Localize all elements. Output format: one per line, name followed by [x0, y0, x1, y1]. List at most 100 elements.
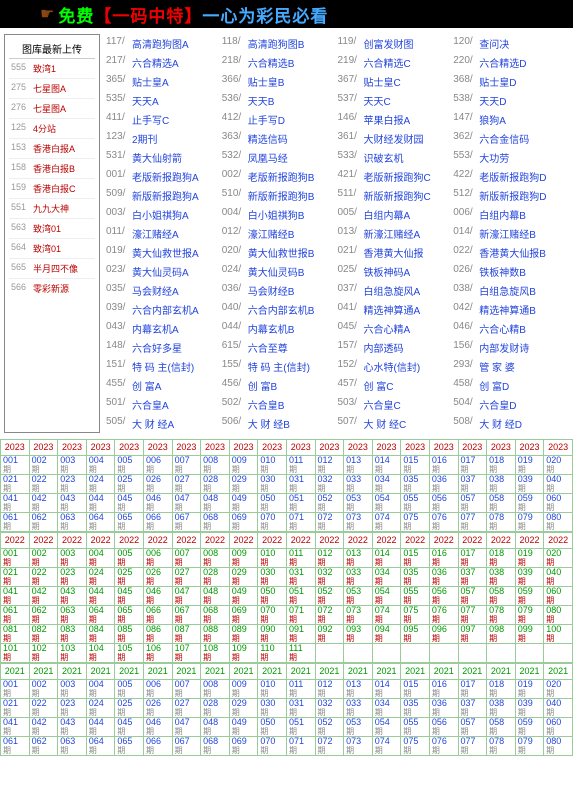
period-cell[interactable]: 074期 — [372, 513, 401, 532]
link-label[interactable]: 管 家 婆 — [479, 359, 515, 374]
link-cell[interactable]: 505/大 财 经A — [106, 416, 222, 431]
period-cell[interactable]: 028期 — [201, 568, 230, 587]
period-cell[interactable]: 106期 — [143, 644, 172, 663]
period-cell[interactable]: 064期 — [86, 737, 115, 756]
period-cell[interactable]: 049期 — [229, 587, 258, 606]
period-cell[interactable]: 092期 — [315, 625, 344, 644]
period-cell[interactable]: 042期 — [29, 718, 58, 737]
period-cell[interactable]: 035期 — [401, 699, 430, 718]
period-cell[interactable]: 016期 — [429, 456, 458, 475]
link-cell[interactable]: 022/香港黄大仙报B — [453, 245, 569, 260]
period-cell[interactable]: 006期 — [143, 549, 172, 568]
period-cell[interactable]: 079期 — [515, 606, 544, 625]
link-label[interactable]: 内幕玄机A — [132, 321, 179, 336]
link-label[interactable]: 贴士皇A — [132, 74, 169, 89]
link-label[interactable]: 特 码 主(信封) — [132, 359, 194, 374]
link-cell[interactable]: 361/大财经发财园 — [338, 131, 454, 146]
link-label[interactable]: 黄大仙救世报B — [248, 245, 315, 260]
link-label[interactable]: 老版新报跑狗A — [132, 169, 199, 184]
link-cell[interactable]: 023/黄大仙灵码A — [106, 264, 222, 279]
link-cell[interactable]: 531/黄大仙射箭 — [106, 150, 222, 165]
link-label[interactable]: 高清跑狗图A — [132, 36, 189, 51]
link-cell[interactable]: 155/特 码 主(信封) — [222, 359, 338, 374]
period-cell[interactable]: 033期 — [344, 475, 373, 494]
link-label[interactable]: 苹果白报A — [364, 112, 411, 127]
period-cell[interactable]: 033期 — [344, 699, 373, 718]
link-label[interactable]: 老版新报跑狗D — [479, 169, 546, 184]
link-cell[interactable]: 025/铁板神码A — [338, 264, 454, 279]
period-cell[interactable]: 031期 — [286, 699, 315, 718]
period-cell[interactable]: 066期 — [143, 606, 172, 625]
period-cell[interactable]: 091期 — [286, 625, 315, 644]
period-cell[interactable]: 019期 — [515, 680, 544, 699]
period-cell[interactable]: 104期 — [86, 644, 115, 663]
period-cell[interactable]: 022期 — [29, 475, 58, 494]
period-cell[interactable]: 054期 — [372, 494, 401, 513]
period-cell[interactable]: 043期 — [58, 718, 87, 737]
link-label[interactable]: 六合好多星 — [132, 340, 182, 355]
period-cell[interactable]: 026期 — [143, 699, 172, 718]
link-label[interactable]: 六合至尊 — [248, 340, 288, 355]
period-cell[interactable]: 059期 — [515, 718, 544, 737]
sidebar-row[interactable]: 563致湾01 — [9, 219, 95, 239]
period-cell[interactable]: 051期 — [286, 587, 315, 606]
period-cell[interactable]: 040期 — [544, 475, 573, 494]
link-label[interactable]: 铁板神数B — [479, 264, 526, 279]
period-cell[interactable]: 053期 — [344, 718, 373, 737]
link-label[interactable]: 濠江赌经A — [132, 226, 179, 241]
period-cell[interactable]: 019期 — [515, 549, 544, 568]
link-cell[interactable]: 366/贴士皇B — [222, 74, 338, 89]
period-cell[interactable]: 110期 — [258, 644, 287, 663]
sidebar-link[interactable]: 零彩新源 — [33, 282, 69, 295]
period-cell[interactable]: 037期 — [458, 699, 487, 718]
period-cell[interactable]: 111期 — [286, 644, 315, 663]
period-cell[interactable]: 075期 — [401, 737, 430, 756]
period-cell[interactable]: 022期 — [29, 699, 58, 718]
period-cell[interactable]: 008期 — [201, 456, 230, 475]
sidebar-row[interactable]: 565半月四不像 — [9, 259, 95, 279]
link-label[interactable]: 内幕玄机B — [248, 321, 295, 336]
link-label[interactable]: 新版新报跑狗B — [248, 188, 315, 203]
period-cell[interactable]: 073期 — [344, 606, 373, 625]
period-cell[interactable]: 018期 — [487, 680, 516, 699]
period-cell[interactable]: 061期 — [1, 513, 30, 532]
period-cell[interactable]: 089期 — [229, 625, 258, 644]
period-cell[interactable]: 018期 — [487, 456, 516, 475]
period-cell[interactable]: 032期 — [315, 568, 344, 587]
link-cell[interactable]: 038/白组急旋风B — [453, 283, 569, 298]
period-cell[interactable]: 071期 — [286, 513, 315, 532]
link-label[interactable]: 六合精选A — [132, 55, 179, 70]
period-cell[interactable]: 021期 — [1, 699, 30, 718]
period-cell[interactable]: 087期 — [172, 625, 201, 644]
link-cell[interactable]: 043/内幕玄机A — [106, 321, 222, 336]
link-label[interactable]: 精选神算通A — [364, 302, 421, 317]
period-cell[interactable]: 001期 — [1, 680, 30, 699]
period-cell[interactable]: 039期 — [515, 699, 544, 718]
link-cell[interactable]: 363/精选信码 — [222, 131, 338, 146]
link-label[interactable]: 黄大仙灵码A — [132, 264, 189, 279]
link-cell[interactable]: 036/马会财经B — [222, 283, 338, 298]
sidebar-row[interactable]: 551九九大神 — [9, 199, 95, 219]
link-label[interactable]: 六合皇C — [364, 397, 401, 412]
period-cell[interactable]: 005期 — [115, 456, 144, 475]
period-cell[interactable]: 045期 — [115, 718, 144, 737]
period-cell[interactable]: 012期 — [315, 456, 344, 475]
period-cell[interactable]: 002期 — [29, 549, 58, 568]
link-cell[interactable]: 014/新濠江赌经B — [453, 226, 569, 241]
link-cell[interactable]: 502/六合皇B — [222, 397, 338, 412]
period-cell[interactable]: 058期 — [487, 718, 516, 737]
period-cell[interactable]: 066期 — [143, 513, 172, 532]
period-cell[interactable]: 072期 — [315, 513, 344, 532]
period-cell[interactable]: 099期 — [515, 625, 544, 644]
link-label[interactable]: 白组急旋风B — [479, 283, 536, 298]
period-cell[interactable]: 107期 — [172, 644, 201, 663]
link-label[interactable]: 大功劳 — [479, 150, 509, 165]
link-label[interactable]: 天天C — [364, 93, 391, 108]
period-cell[interactable]: 052期 — [315, 494, 344, 513]
period-cell[interactable]: 021期 — [1, 568, 30, 587]
period-cell[interactable]: 030期 — [258, 699, 287, 718]
link-label[interactable]: 创 富D — [479, 378, 509, 393]
period-cell[interactable]: 001期 — [1, 549, 30, 568]
period-cell[interactable]: 049期 — [229, 718, 258, 737]
period-cell[interactable]: 088期 — [201, 625, 230, 644]
